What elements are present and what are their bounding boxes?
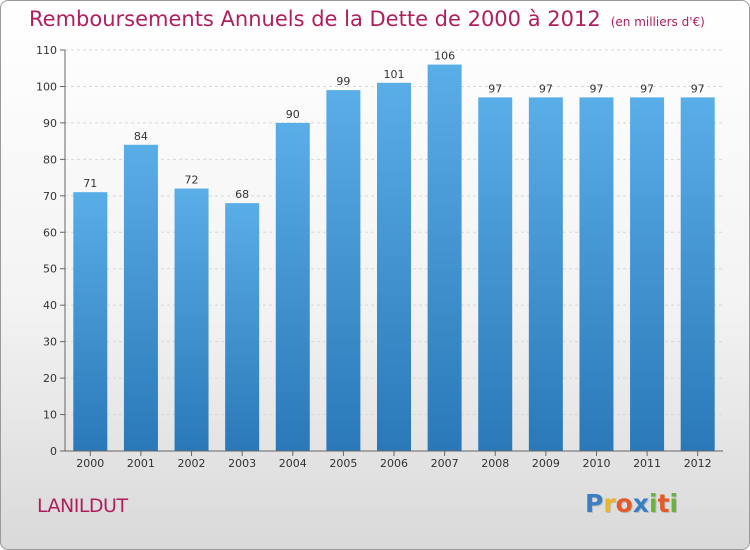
y-tick-label: 0 [50,445,57,458]
bar-value-label: 97 [640,82,654,95]
x-tick-label: 2008 [481,457,509,470]
commune-name: LANILDUT [37,495,128,517]
bar-value-label: 90 [286,108,300,121]
x-tick-label: 2009 [532,457,560,470]
bars: 71 84 72 68 90 99 101 106 97 97 97 97 97 [73,50,715,452]
chart-title-block: Remboursements Annuels de la Dette de 20… [29,7,705,31]
y-tick-label: 110 [36,44,57,57]
bar-value-label: 101 [384,68,405,81]
y-tick-label: 70 [43,190,57,203]
y-tick-label: 100 [36,80,57,93]
logo-letter: r [603,489,616,518]
bar [377,82,411,452]
bar [123,144,158,452]
logo-letter: i [669,489,679,518]
x-tick-label: 2000 [76,457,104,470]
y-tick-label: 80 [43,153,57,166]
bar [680,97,715,452]
bar-value-label: 97 [488,82,502,95]
bar [528,97,563,452]
logo-letter: P [585,489,604,518]
axes: 0 10 20 30 40 50 60 70 80 90 100 110 2000 2001 2002 200… [36,44,723,470]
proxiti-logo: Proxiti [585,489,678,518]
x-tick-label: 2002 [178,457,206,470]
y-tick-label: 60 [43,226,57,239]
bar-value-label: 97 [539,82,553,95]
bar-value-label: 84 [134,130,148,143]
x-tick-label: 2006 [380,457,408,470]
x-tick-label: 2003 [228,457,256,470]
bar-value-label: 106 [434,50,455,63]
x-tick-label: 2007 [431,457,459,470]
x-tick-label: 2001 [127,457,155,470]
y-tick-label: 10 [43,409,57,422]
logo-letter: t [657,489,670,518]
y-tick-label: 90 [43,117,57,130]
y-tick-label: 30 [43,336,57,349]
x-tick-label: 2005 [329,457,357,470]
bar-value-label: 97 [691,82,705,95]
bar-value-label: 99 [336,75,350,88]
bar [174,188,209,451]
bar [630,97,665,452]
y-tick-label: 50 [43,263,57,276]
x-tick-label: 2012 [684,457,712,470]
x-tick-label: 2004 [279,457,307,470]
bar [225,203,260,451]
bar [579,97,614,452]
bar-value-label: 72 [185,174,199,187]
bar [73,192,108,451]
bar [275,122,310,451]
logo-letter: o [615,489,633,518]
chart-title: Remboursements Annuels de la Dette de 20… [29,7,601,31]
bar-value-label: 97 [589,82,603,95]
bar [326,90,361,451]
y-tick-label: 40 [43,299,57,312]
bar [478,97,513,452]
bar [427,64,462,451]
logo-letter: x [632,489,649,518]
x-tick-label: 2011 [633,457,661,470]
bar-value-label: 71 [83,177,97,190]
x-tick-label: 2010 [582,457,610,470]
y-tick-label: 20 [43,372,57,385]
logo-letter: i [649,489,658,518]
bar-value-label: 68 [235,188,249,201]
chart-subtitle: (en milliers d'€) [610,15,705,29]
